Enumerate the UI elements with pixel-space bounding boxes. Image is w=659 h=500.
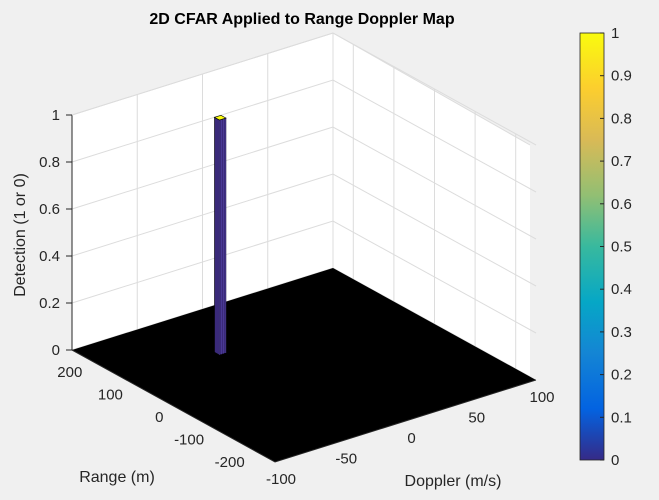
range-tick-label: 200 — [57, 364, 82, 381]
colorbar-tick-label: 0.5 — [611, 239, 632, 256]
colorbar-tick-label: 0.2 — [611, 367, 632, 384]
floor-front-edges — [71, 349, 537, 463]
z-axis-label: Detection (1 or 0) — [12, 173, 29, 297]
doppler-tick-labels: -100 -50 0 50 100 — [266, 389, 555, 488]
range-tick-labels: -200 -100 0 100 200 — [57, 364, 244, 471]
z-tick-label: 0.4 — [39, 248, 60, 265]
doppler-tick-label: -50 — [335, 451, 357, 468]
doppler-tick-label: 50 — [468, 410, 485, 427]
doppler-tick-label: 100 — [529, 389, 554, 406]
z-tick-label: 0.2 — [39, 295, 60, 312]
colorbar-tick-label: 0.1 — [611, 409, 632, 426]
detection-peak — [213, 114, 227, 356]
z-tick-labels: 0 0.2 0.4 0.6 0.8 1 — [39, 107, 72, 359]
floor-edge — [71, 349, 537, 463]
y-axis-label: Range (m) — [79, 469, 155, 486]
pane-top-edge — [71, 32, 531, 146]
z-tick-label: 0.8 — [39, 154, 60, 171]
z-tick-label: 0 — [52, 342, 60, 359]
colorbar-tick-label: 0.9 — [611, 68, 632, 85]
colorbar: 0 0.1 0.2 0.3 0.4 0.5 0.6 0.7 0.8 0.9 1 — [579, 25, 632, 469]
colorbar-tick-labels: 0 0.1 0.2 0.3 0.4 0.5 0.6 0.7 0.8 0.9 1 — [600, 25, 632, 469]
range-tick-label: -100 — [174, 431, 204, 448]
doppler-tick-label: -100 — [266, 471, 296, 488]
colorbar-tick-label: 0.6 — [611, 196, 632, 213]
colorbar-tick-label: 0.4 — [611, 281, 632, 298]
colorbar-tick-label: 0 — [611, 452, 619, 469]
colorbar-tick-label: 0.8 — [611, 110, 632, 127]
peak-face-left — [214, 116, 220, 356]
range-tick-label: -200 — [215, 454, 245, 471]
back-right-pane — [333, 33, 530, 380]
peak-top — [213, 114, 227, 121]
colorbar-tick-label: 0.7 — [611, 153, 632, 170]
colorbar-tick-label: 0.3 — [611, 324, 632, 341]
range-tick-label: 100 — [98, 387, 123, 404]
peak-face-front — [219, 117, 227, 356]
z-tick-label: 0.6 — [39, 201, 60, 218]
z-tick-label: 1 — [52, 107, 60, 124]
colorbar-tick-label: 1 — [611, 25, 619, 42]
grid-lines — [71, 32, 537, 381]
doppler-tick-label: 0 — [407, 430, 415, 447]
x-axis-label: Doppler (m/s) — [405, 473, 502, 490]
chart-title: 2D CFAR Applied to Range Doppler Map — [149, 11, 454, 28]
range-tick-label: 0 — [155, 409, 163, 426]
